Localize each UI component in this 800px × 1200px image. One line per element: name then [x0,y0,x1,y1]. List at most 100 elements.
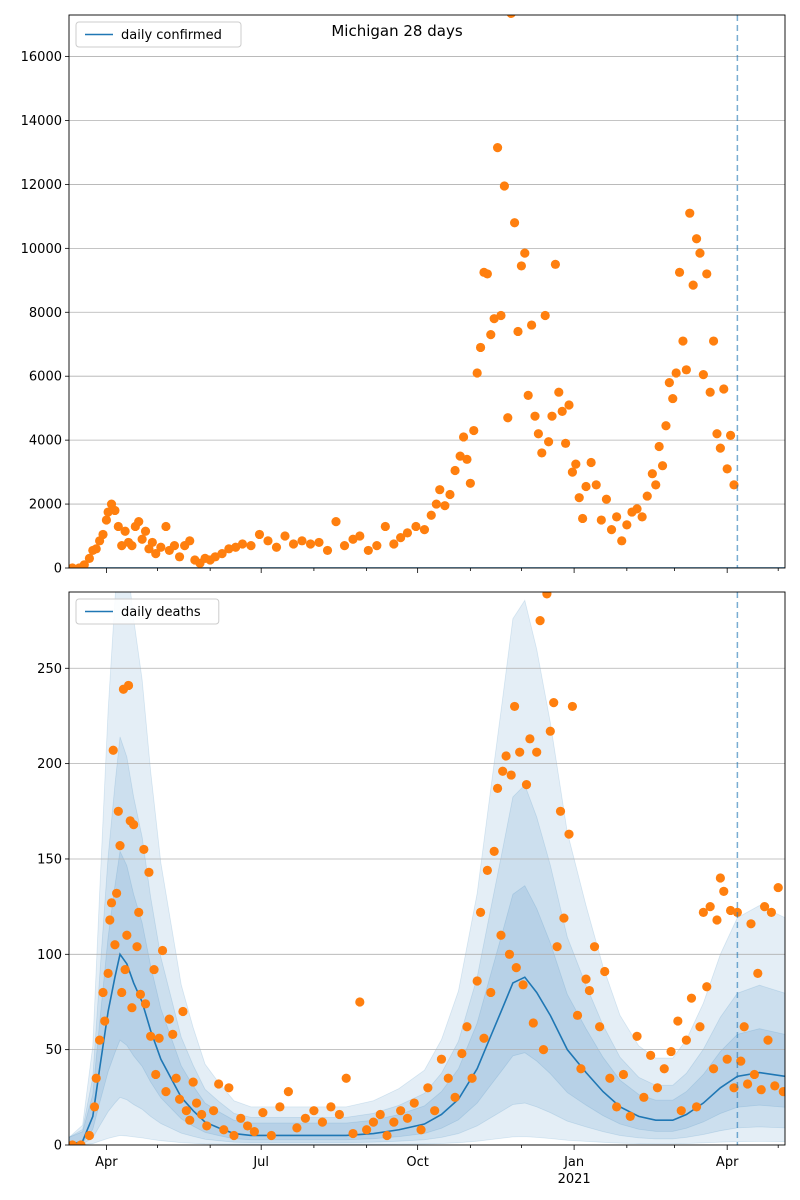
data-point [140,526,151,536]
y-tick-label: 0 [54,1139,62,1154]
y-tick-label: 50 [45,1043,62,1058]
data-point [746,919,756,929]
data-point [559,913,569,923]
data-point [113,806,123,816]
data-point [652,1083,663,1093]
data-point [237,539,248,549]
data-point [178,1006,188,1017]
data-point [341,1073,351,1083]
data-point [202,1121,212,1131]
data-point [147,537,157,548]
data-point [632,1031,642,1041]
data-point [702,982,712,992]
data-point [601,494,612,504]
data-point [372,541,382,551]
data-point [691,234,702,244]
confirmed-axes: 0 2000 4000 6000 8000 10000 12000 14000 16000 dai… [21,14,786,577]
data-point [574,493,584,503]
data-point [402,1113,413,1123]
data-point [288,539,299,549]
data-point [431,499,441,509]
legend: daily confirmed [75,21,242,48]
data-point [520,248,530,258]
data-point [521,779,532,790]
data-point [127,541,137,551]
data-point [236,1113,246,1123]
plot-area [69,15,785,568]
data-point [698,370,708,380]
data-point [317,1117,328,1127]
data-point [617,536,627,546]
data-point [532,747,542,757]
data-point [283,1087,293,1097]
data-point [482,269,492,279]
data-point [363,545,373,556]
data-point [612,1102,622,1112]
data-point [739,1022,749,1032]
data-point [571,459,581,469]
data-point [586,457,596,468]
data-point [516,261,526,271]
data-point [389,539,399,549]
data-point [110,505,120,516]
data-point [506,770,516,780]
data-point [322,545,333,556]
data-point [657,461,668,471]
data-point [389,1117,399,1127]
data-point [544,437,554,447]
data-point [736,1056,746,1066]
data-point [749,1069,759,1080]
data-point [729,1083,739,1093]
data-point [475,907,486,917]
data-point [661,421,671,431]
data-point [492,143,503,153]
y-tick-label: 14000 [21,114,62,129]
data-point [146,1031,156,1041]
data-point [685,208,695,218]
data-point [134,517,144,527]
data-point [651,480,661,490]
data-point [334,1109,345,1120]
legend-label: daily confirmed [121,28,222,43]
data-point [637,512,647,522]
data-point [355,531,365,541]
data-point [555,806,566,816]
data-point [678,336,688,346]
data-point [596,515,606,525]
data-point [154,1033,164,1043]
y-tick-label: 250 [37,662,62,677]
data-point [98,529,108,540]
data-point [557,406,567,416]
data-point [606,525,617,535]
data-point [375,1109,385,1120]
data-point [169,541,180,551]
data-point [156,542,166,552]
data-point [511,963,521,973]
data-point [435,485,445,495]
data-point [708,336,719,346]
data-point [552,942,562,952]
data-point [501,751,511,761]
data-point [132,942,142,952]
data-point [695,248,705,258]
data-point [120,526,130,536]
data-point [164,1014,174,1024]
data-point [115,841,125,851]
data-point [368,1117,379,1127]
data-point [681,365,691,375]
data-point [766,907,776,917]
data-point [409,1098,419,1108]
data-point [674,267,685,277]
data-point [688,280,698,290]
data-point [518,980,528,990]
data-point [503,413,513,423]
data-point [149,964,159,975]
data-point [778,1087,785,1097]
data-point [691,1102,702,1112]
data-point [538,1045,549,1055]
data-point [467,1073,477,1083]
data-point [486,330,496,340]
data-point [445,489,455,500]
y-tick-label: 10000 [21,242,62,257]
data-point [705,902,715,912]
